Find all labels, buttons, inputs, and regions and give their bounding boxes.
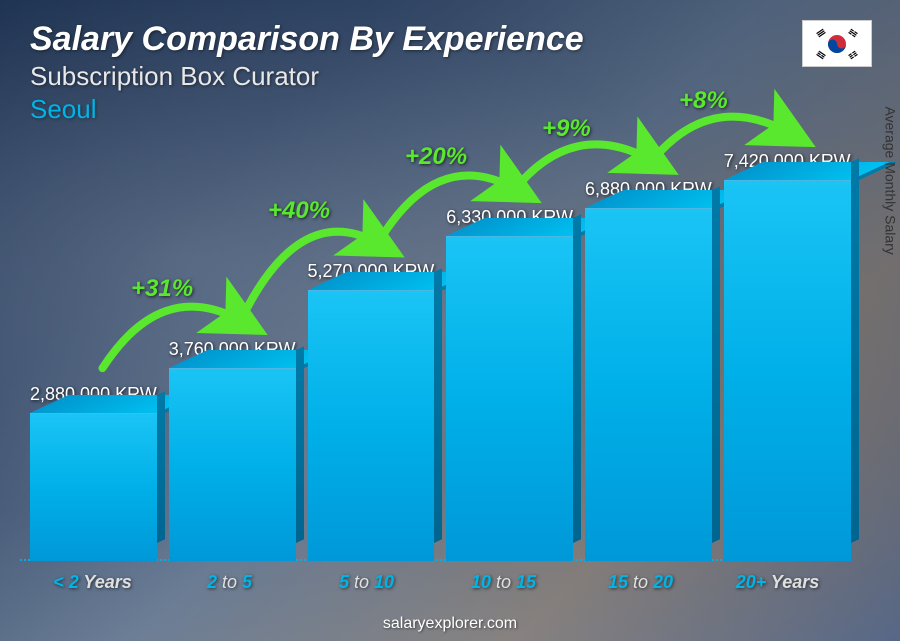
location-label: Seoul bbox=[30, 94, 870, 125]
bar bbox=[585, 208, 712, 561]
y-axis-label: Average Monthly Salary bbox=[882, 106, 898, 254]
bar bbox=[724, 180, 851, 561]
bar-slot: 6,330,000 KRW bbox=[446, 207, 573, 561]
bar bbox=[30, 413, 157, 561]
header: Salary Comparison By Experience Subscrip… bbox=[30, 20, 870, 125]
bar bbox=[446, 236, 573, 561]
x-tick-label: 2 to 5 bbox=[167, 572, 292, 593]
x-tick-label: 20+ Years bbox=[715, 572, 840, 593]
x-tick-label: 15 to 20 bbox=[578, 572, 703, 593]
job-title: Subscription Box Curator bbox=[30, 61, 870, 92]
bar-slot: 2,880,000 KRW bbox=[30, 384, 157, 561]
salary-bar-chart: 2,880,000 KRW 3,760,000 KRW 5,270,000 KR… bbox=[30, 140, 840, 561]
bar bbox=[308, 290, 435, 561]
bar-slot: 7,420,000 KRW bbox=[724, 151, 851, 561]
x-axis: < 2 Years 2 to 5 5 to 10 10 to 15 15 to 20 20… bbox=[30, 572, 840, 593]
bar-slot: 3,760,000 KRW bbox=[169, 339, 296, 561]
page-title: Salary Comparison By Experience bbox=[30, 20, 870, 59]
bar-slot: 6,880,000 KRW bbox=[585, 179, 712, 561]
x-tick-label: < 2 Years bbox=[30, 572, 155, 593]
country-flag-icon bbox=[802, 20, 872, 67]
bar-slot: 5,270,000 KRW bbox=[308, 261, 435, 561]
x-tick-label: 5 to 10 bbox=[304, 572, 429, 593]
footer-credit: salaryexplorer.com bbox=[0, 615, 900, 633]
bar bbox=[169, 368, 296, 561]
x-tick-label: 10 to 15 bbox=[441, 572, 566, 593]
